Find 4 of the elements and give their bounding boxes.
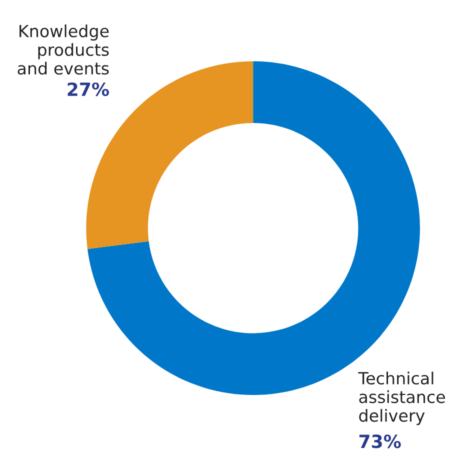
slice-label: Knowledge products and events <box>18 24 109 75</box>
data-label: 27% <box>68 82 109 96</box>
slice-label: Technical assistance delivery <box>358 372 445 426</box>
data-label: 73% <box>359 434 401 448</box>
